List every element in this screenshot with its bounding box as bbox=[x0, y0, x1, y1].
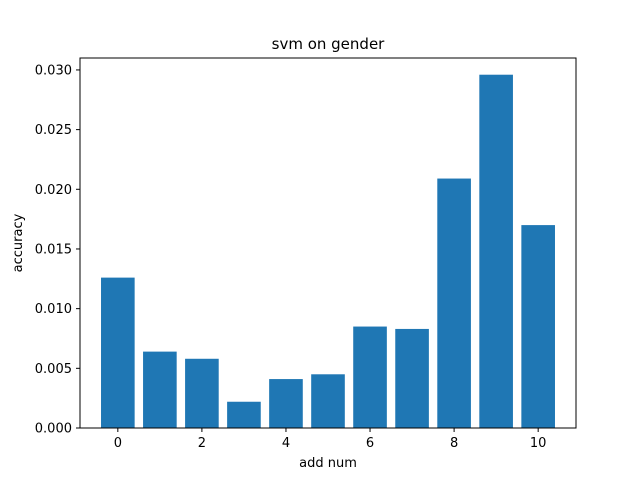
bar-7 bbox=[395, 328, 429, 428]
bar-5 bbox=[311, 374, 345, 428]
bar-10 bbox=[521, 225, 555, 428]
y-tick-label: 0.000 bbox=[35, 422, 72, 437]
chart-title: svm on gender bbox=[272, 35, 386, 53]
bar-6 bbox=[353, 326, 387, 428]
x-tick-label: 4 bbox=[282, 436, 290, 451]
y-axis-label: accuracy bbox=[11, 213, 26, 272]
bar-4 bbox=[269, 379, 303, 428]
x-tick-label: 8 bbox=[450, 436, 458, 451]
y-tick-label: 0.010 bbox=[35, 302, 72, 317]
bar-8 bbox=[437, 178, 471, 428]
ticks: 0 2 4 6 8 10 0.000 0.005 0.010 0.015 0.020 0.025 0.0… bbox=[35, 63, 547, 451]
x-tick-label: 6 bbox=[366, 436, 374, 451]
y-tick-label: 0.020 bbox=[35, 183, 72, 198]
bar-9 bbox=[479, 74, 513, 428]
bar-3 bbox=[227, 401, 261, 428]
bar-2 bbox=[185, 358, 219, 428]
y-tick-label: 0.005 bbox=[35, 362, 72, 377]
x-tick-label: 0 bbox=[114, 436, 122, 451]
bar-0 bbox=[101, 277, 135, 428]
plot-frame bbox=[79, 57, 577, 429]
x-axis-label: add num bbox=[299, 456, 357, 471]
y-tick-label: 0.025 bbox=[35, 123, 72, 138]
x-tick-label: 2 bbox=[198, 436, 206, 451]
y-tick-label: 0.015 bbox=[35, 242, 72, 257]
y-tick-label: 0.030 bbox=[35, 63, 72, 78]
x-tick-label: 10 bbox=[530, 436, 547, 451]
bar-1 bbox=[143, 351, 177, 428]
bars bbox=[101, 74, 555, 428]
